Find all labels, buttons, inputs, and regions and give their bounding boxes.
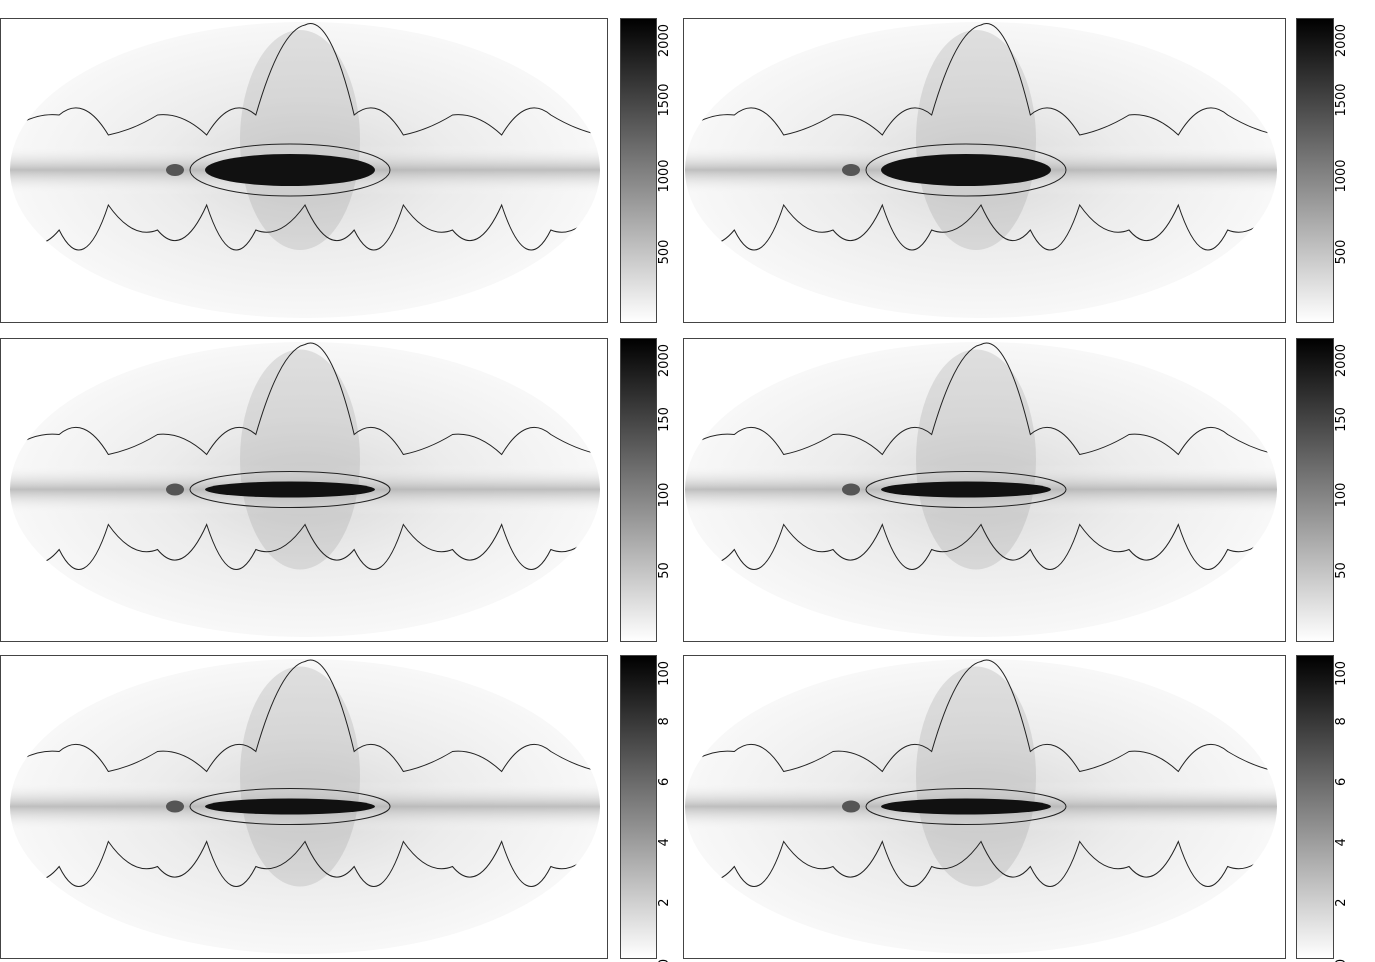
sky-map: 2000 150 100 50 [683,338,1349,642]
colorbar-label: 1500 [1334,83,1349,116]
colorbar-label: 6 [1334,778,1349,786]
map-content [685,659,1277,887]
sky-map: 2000 1500 1000 500 [683,18,1349,323]
galactic-center [205,481,375,498]
contour [10,203,600,251]
source [842,164,860,176]
galactic-center [881,798,1051,815]
source [166,483,184,496]
colorbar-label: 0 [657,959,672,962]
colorbar-label: 150 [657,407,672,432]
colorbar-label: 1000 [657,159,672,192]
galactic-bulge [916,30,1036,250]
contour [10,523,600,570]
colorbar [1296,338,1334,642]
colorbar-label: 8 [1334,717,1349,725]
contour [685,203,1277,251]
galactic-center [881,481,1051,498]
galactic-bulge [240,349,360,570]
source [842,800,860,813]
colorbar-label: 1000 [1334,159,1349,192]
map-content [10,342,600,570]
colorbar-label: 500 [657,240,672,265]
source [166,800,184,813]
colorbar [1296,655,1334,959]
colorbar-label: 4 [1334,838,1349,846]
colorbar [620,655,657,959]
contour [865,143,1067,197]
map-content [10,659,600,887]
galactic-center [881,154,1051,186]
galactic-bulge [240,666,360,887]
map-content [10,23,600,251]
contour [865,471,1067,508]
galactic-bulge [240,30,360,250]
contour [189,471,391,508]
sky-map: 100 8 6 4 2 0 [683,655,1349,962]
galactic-center [205,798,375,815]
contour [189,788,391,825]
contour [685,523,1277,570]
colorbar-label: 8 [657,717,672,725]
sky-map: 2000 150 100 50 [0,338,672,642]
colorbar-label: 100 [1334,483,1349,508]
contour [10,342,600,456]
contour [10,840,600,887]
sky-map: 100 8 6 4 2 0 [0,655,672,962]
contour [10,23,600,136]
source [842,483,860,496]
galactic-center [205,154,375,186]
sky-map: 2000 1500 1000 500 [0,18,672,323]
colorbar-label: 500 [1334,240,1349,265]
colorbar-label: 100 [657,661,672,686]
colorbar-label: 100 [657,483,672,508]
colorbar-label: 2 [657,898,672,906]
contour [685,342,1277,456]
contour [865,788,1067,825]
contour [685,23,1277,136]
source [166,164,184,176]
colorbar-label: 2000 [1334,344,1349,377]
colorbar-label: 50 [1334,562,1349,579]
colorbar-label: 50 [657,562,672,579]
galactic-bulge [916,666,1036,887]
colorbar [1296,18,1334,323]
colorbar-label: 0 [1334,959,1349,962]
colorbar-label: 2000 [657,344,672,377]
colorbar-label: 150 [1334,407,1349,432]
map-content [685,23,1277,251]
map-content [685,342,1277,570]
colorbar-label: 2000 [657,24,672,57]
colorbar-label: 6 [657,778,672,786]
colorbar-label: 2 [1334,898,1349,906]
colorbar-label: 4 [657,838,672,846]
contour [189,143,391,197]
colorbar [620,18,657,323]
contour [685,659,1277,773]
contour [685,840,1277,887]
colorbar-label: 100 [1334,661,1349,686]
colorbar-label: 2000 [1334,24,1349,57]
colorbar-label: 1500 [657,83,672,116]
contour [10,659,600,773]
colorbar [620,338,657,642]
galactic-bulge [916,349,1036,570]
